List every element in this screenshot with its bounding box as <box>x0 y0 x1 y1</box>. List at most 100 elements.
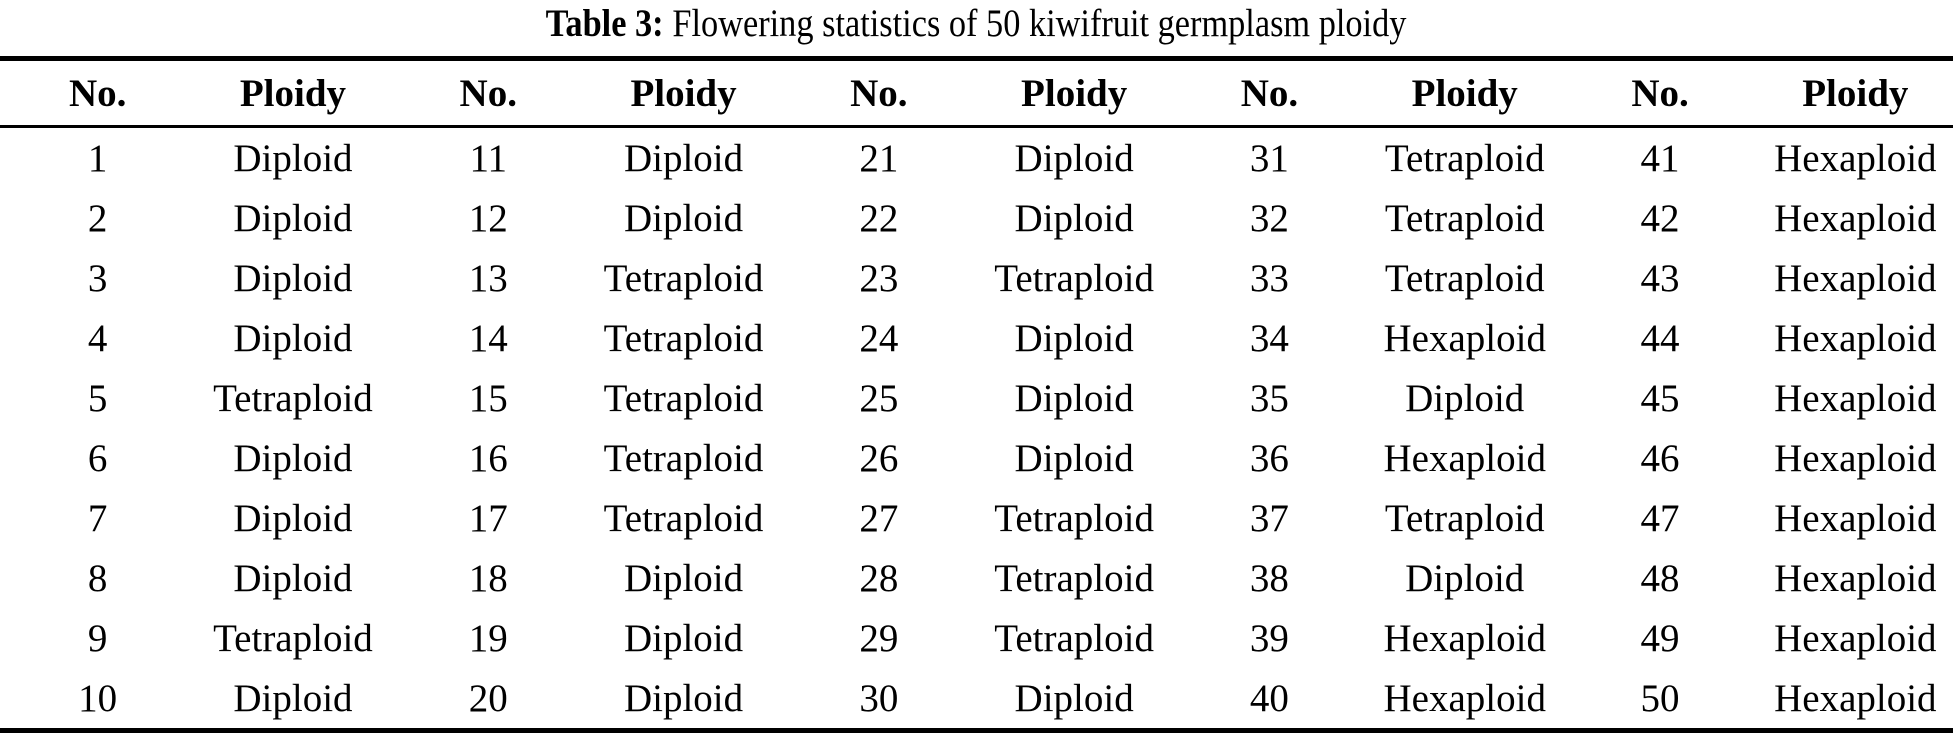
cell-ploidy: Tetraploid <box>603 256 764 300</box>
cell-ploidy: Tetraploid <box>1384 256 1545 300</box>
cell-no: 39 <box>1249 616 1289 660</box>
cell-ploidy: Hexaploid <box>1774 676 1937 720</box>
cell-ploidy: Tetraploid <box>603 376 764 420</box>
table-row: 10 Diploid 20 Diploid 30 Diploid 40 Hexaploid 50… <box>0 668 1953 731</box>
cell-no: 10 <box>78 676 118 720</box>
cell-no: 49 <box>1640 616 1680 660</box>
cell-no: 11 <box>469 136 508 180</box>
cell-no: 5 <box>87 376 108 420</box>
cell-ploidy: Hexaploid <box>1774 376 1937 420</box>
table-caption-label: Table 3: <box>546 2 665 45</box>
cell-ploidy: Hexaploid <box>1774 316 1937 360</box>
column-header-no: No. <box>68 71 127 115</box>
table-row: 3 Diploid 13 Tetraploid 23 Tetraploid 33 Tetrap… <box>0 248 1953 308</box>
cell-ploidy: Tetraploid <box>994 556 1154 600</box>
cell-no: 44 <box>1640 316 1680 360</box>
cell-no: 30 <box>859 676 899 720</box>
cell-no: 37 <box>1249 496 1289 540</box>
cell-no: 7 <box>87 496 108 540</box>
cell-no: 41 <box>1640 136 1680 180</box>
cell-no: 13 <box>468 256 508 300</box>
cell-no: 45 <box>1640 376 1680 420</box>
cell-ploidy: Diploid <box>623 616 744 660</box>
cell-ploidy: Diploid <box>1014 436 1134 480</box>
cell-no: 40 <box>1249 676 1289 720</box>
cell-no: 17 <box>468 496 508 540</box>
cell-ploidy: Diploid <box>233 136 353 180</box>
cell-no: 27 <box>859 496 899 540</box>
column-header-ploidy: Ploidy <box>239 71 347 115</box>
cell-no: 22 <box>859 196 899 240</box>
table-row: 7 Diploid 17 Tetraploid 27 Tetraploid 37 Tetrap… <box>0 488 1953 548</box>
cell-ploidy: Diploid <box>233 436 353 480</box>
ploidy-table-body: 1 Diploid 11 Diploid 21 Diploid 31 Tetraploid 41… <box>0 127 1953 731</box>
cell-no: 15 <box>468 376 508 420</box>
cell-ploidy: Hexaploid <box>1383 676 1546 720</box>
cell-ploidy: Diploid <box>233 676 353 720</box>
cell-ploidy: Hexaploid <box>1383 316 1546 360</box>
cell-no: 8 <box>87 556 108 600</box>
cell-ploidy: Diploid <box>1014 136 1134 180</box>
cell-no: 23 <box>859 256 899 300</box>
cell-ploidy: Diploid <box>233 256 353 300</box>
cell-ploidy: Diploid <box>1405 556 1525 600</box>
cell-ploidy: Hexaploid <box>1774 196 1937 240</box>
cell-ploidy: Diploid <box>623 136 744 180</box>
column-header-ploidy: Ploidy <box>630 71 737 115</box>
cell-no: 6 <box>87 436 108 480</box>
cell-ploidy: Diploid <box>1014 196 1134 240</box>
cell-ploidy: Tetraploid <box>994 256 1154 300</box>
table-caption-inner: Table 3: Flowering statistics of 50 kiwif… <box>546 0 1407 48</box>
table-row: 5 Tetraploid 15 Tetraploid 25 Diploid 35 Diploi… <box>0 368 1953 428</box>
cell-no: 31 <box>1249 136 1289 180</box>
table-row: 4 Diploid 14 Tetraploid 24 Diploid 34 Hexaploid… <box>0 308 1953 368</box>
cell-ploidy: Hexaploid <box>1383 436 1546 480</box>
cell-no: 18 <box>468 556 508 600</box>
cell-ploidy: Tetraploid <box>603 496 764 540</box>
header-row: No. Ploidy No. Ploidy No. Ploidy No. Ploidy No. P… <box>0 59 1953 127</box>
cell-ploidy: Hexaploid <box>1774 616 1937 660</box>
cell-no: 29 <box>859 616 899 660</box>
cell-no: 3 <box>87 256 108 300</box>
cell-ploidy: Hexaploid <box>1383 616 1546 660</box>
cell-no: 50 <box>1640 676 1680 720</box>
cell-ploidy: Tetraploid <box>1384 196 1545 240</box>
column-header-no: No. <box>850 71 908 115</box>
column-header-ploidy: Ploidy <box>1802 71 1909 115</box>
table-caption: Table 3: Flowering statistics of 50 kiwif… <box>0 0 1953 56</box>
cell-ploidy: Hexaploid <box>1774 256 1937 300</box>
cell-ploidy: Diploid <box>233 556 353 600</box>
cell-no: 14 <box>468 316 508 360</box>
column-header-no: No. <box>459 71 517 115</box>
cell-ploidy: Diploid <box>623 676 744 720</box>
cell-ploidy: Diploid <box>1014 676 1134 720</box>
cell-ploidy: Diploid <box>1014 316 1134 360</box>
table-row: 9 Tetraploid 19 Diploid 29 Tetraploid 39 Hexapl… <box>0 608 1953 668</box>
column-header-ploidy: Ploidy <box>1411 71 1518 115</box>
table-row: 1 Diploid 11 Diploid 21 Diploid 31 Tetraploid 41… <box>0 127 1953 189</box>
cell-ploidy: Hexaploid <box>1774 556 1937 600</box>
cell-no: 16 <box>468 436 508 480</box>
cell-no: 2 <box>87 196 108 240</box>
cell-ploidy: Tetraploid <box>994 496 1154 540</box>
table-caption-text: Flowering statistics of 50 kiwifruit ger… <box>672 2 1407 45</box>
cell-ploidy: Hexaploid <box>1774 136 1937 180</box>
cell-no: 35 <box>1249 376 1289 420</box>
cell-no: 25 <box>859 376 899 420</box>
cell-no: 1 <box>87 136 108 180</box>
cell-no: 48 <box>1640 556 1680 600</box>
cell-ploidy: Tetraploid <box>1384 136 1545 180</box>
cell-no: 20 <box>468 676 508 720</box>
cell-ploidy: Hexaploid <box>1774 436 1937 480</box>
ploidy-table: No. Ploidy No. Ploidy No. Ploidy No. Ploidy No. P… <box>0 56 1953 733</box>
cell-ploidy: Tetraploid <box>1384 496 1545 540</box>
cell-ploidy: Diploid <box>1014 376 1134 420</box>
cell-no: 21 <box>859 136 899 180</box>
table-row: 6 Diploid 16 Tetraploid 26 Diploid 36 Hexaploid… <box>0 428 1953 488</box>
table-row: 2 Diploid 12 Diploid 22 Diploid 32 Tetraploid 42… <box>0 188 1953 248</box>
cell-no: 43 <box>1640 256 1680 300</box>
cell-ploidy: Diploid <box>623 196 744 240</box>
cell-ploidy: Tetraploid <box>603 316 764 360</box>
cell-no: 46 <box>1640 436 1680 480</box>
